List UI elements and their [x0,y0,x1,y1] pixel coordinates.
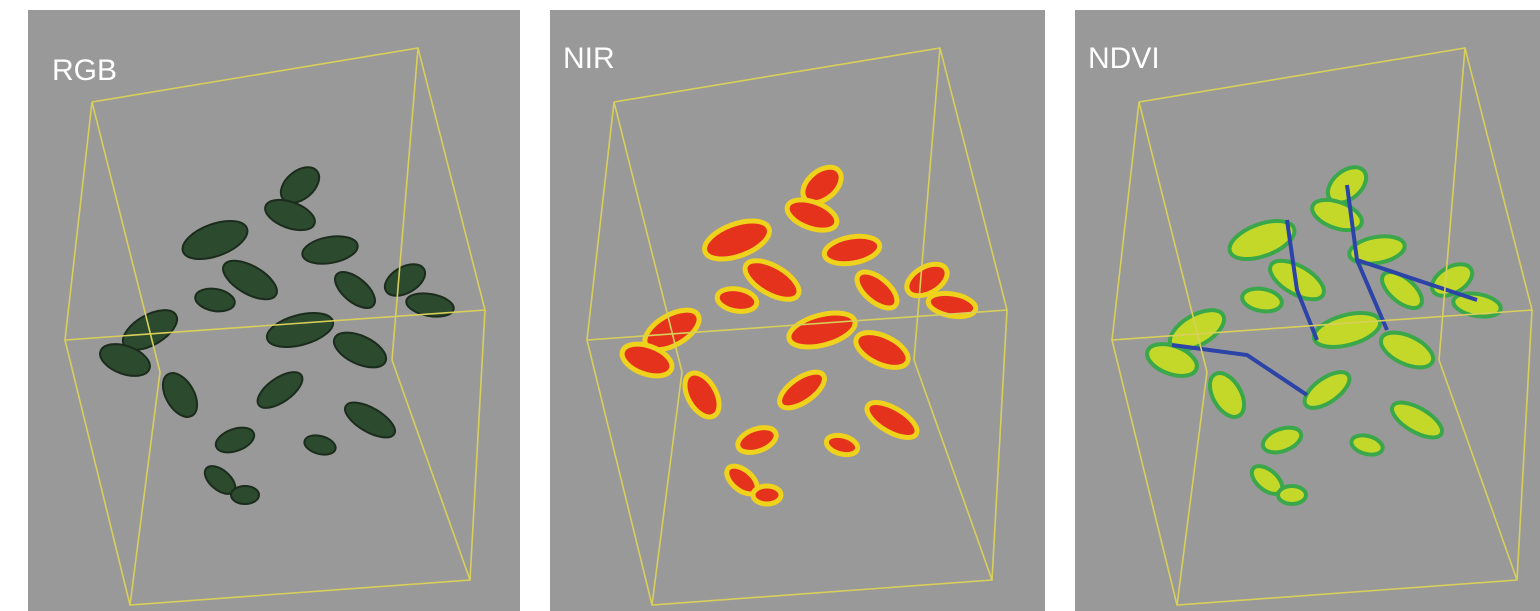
figure: RGB NIR NDVI [0,0,1540,611]
panel-label: NIR [563,42,615,75]
panel-label: RGB [52,54,117,87]
page: RGB NIR NDVI (() => { const data = JSON.… [0,0,1540,611]
panel-label: NDVI [1088,42,1160,75]
